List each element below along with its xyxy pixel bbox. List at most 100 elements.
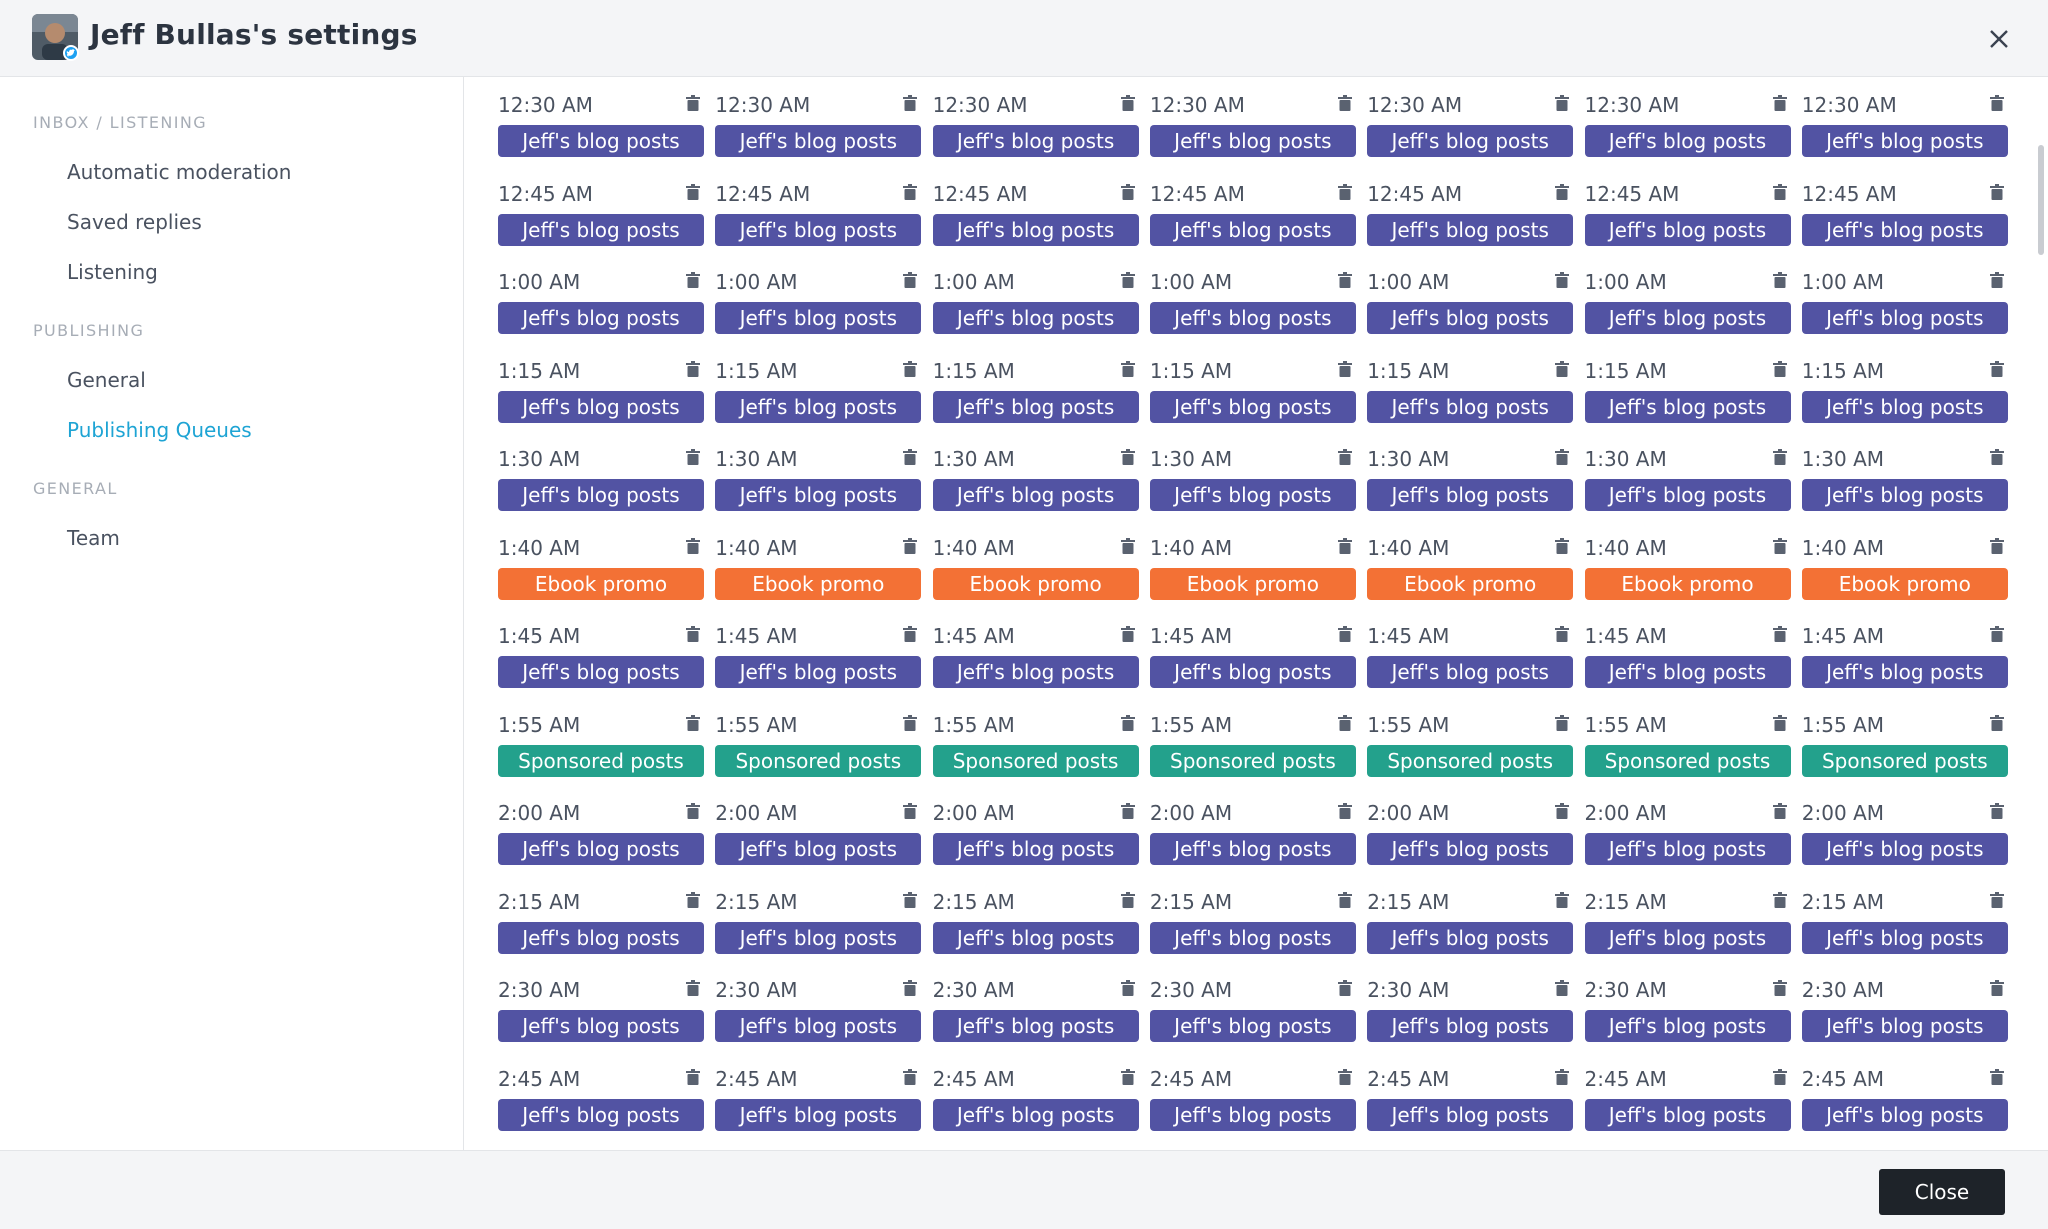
queue-pill[interactable]: Jeff's blog posts (1801, 213, 2008, 246)
trash-icon[interactable] (1555, 803, 1570, 819)
close-icon[interactable] (1983, 23, 2015, 55)
queue-pill[interactable]: Jeff's blog posts (498, 125, 704, 157)
trash-icon[interactable] (686, 891, 700, 908)
trash-icon[interactable] (1120, 95, 1135, 111)
queue-pill[interactable]: Ebook promo (932, 567, 1139, 600)
queue-pill[interactable]: Jeff's blog posts (1367, 479, 1574, 511)
trash-icon[interactable] (1120, 183, 1135, 200)
queue-pill[interactable]: Jeff's blog posts (1149, 302, 1356, 334)
trash-icon[interactable] (686, 449, 700, 465)
queue-pill[interactable]: Jeff's blog posts (1149, 390, 1356, 423)
trash-icon[interactable] (903, 360, 918, 377)
queue-pill[interactable]: Jeff's blog posts (932, 1010, 1139, 1042)
sidebar-item-general[interactable]: General (67, 368, 146, 392)
queue-pill[interactable]: Jeff's blog posts (715, 302, 922, 334)
queue-pill[interactable]: Jeff's blog posts (1149, 921, 1356, 954)
queue-pill[interactable]: Jeff's blog posts (932, 479, 1139, 511)
queue-pill[interactable]: Jeff's blog posts (715, 1010, 922, 1042)
trash-icon[interactable] (1337, 626, 1352, 642)
queue-pill[interactable]: Sponsored posts (1584, 744, 1791, 777)
queue-pill[interactable]: Jeff's blog posts (1367, 302, 1574, 334)
queue-pill[interactable]: Jeff's blog posts (1801, 921, 2008, 954)
trash-icon[interactable] (1120, 537, 1135, 554)
trash-icon[interactable] (903, 891, 918, 908)
trash-icon[interactable] (1555, 980, 1570, 996)
queue-pill[interactable]: Sponsored posts (1367, 744, 1574, 777)
queue-pill[interactable]: Ebook promo (1801, 567, 2008, 600)
trash-icon[interactable] (1772, 714, 1787, 731)
trash-icon[interactable] (903, 980, 918, 996)
trash-icon[interactable] (1989, 537, 2004, 554)
trash-icon[interactable] (1772, 360, 1787, 377)
queue-pill[interactable]: Jeff's blog posts (1584, 213, 1791, 246)
queue-pill[interactable]: Jeff's blog posts (1149, 213, 1356, 246)
queue-pill[interactable]: Jeff's blog posts (1367, 1098, 1574, 1131)
trash-icon[interactable] (1337, 1068, 1352, 1085)
trash-icon[interactable] (903, 626, 918, 642)
queue-pill[interactable]: Jeff's blog posts (715, 833, 922, 865)
queue-pill[interactable]: Jeff's blog posts (1584, 1098, 1791, 1131)
queue-pill[interactable]: Jeff's blog posts (1584, 921, 1791, 954)
trash-icon[interactable] (686, 360, 700, 377)
trash-icon[interactable] (1337, 449, 1352, 465)
queue-pill[interactable]: Ebook promo (715, 567, 922, 600)
queue-pill[interactable]: Jeff's blog posts (498, 1010, 704, 1042)
trash-icon[interactable] (1772, 626, 1787, 642)
trash-icon[interactable] (686, 272, 700, 288)
queue-pill[interactable]: Jeff's blog posts (932, 125, 1139, 157)
trash-icon[interactable] (1772, 803, 1787, 819)
trash-icon[interactable] (1772, 272, 1787, 288)
trash-icon[interactable] (1989, 1068, 2004, 1085)
queue-pill[interactable]: Jeff's blog posts (1801, 125, 2008, 157)
queue-pill[interactable]: Sponsored posts (1149, 744, 1356, 777)
trash-icon[interactable] (1989, 891, 2004, 908)
queue-pill[interactable]: Jeff's blog posts (715, 390, 922, 423)
trash-icon[interactable] (686, 803, 700, 819)
queue-pill[interactable]: Jeff's blog posts (498, 833, 704, 865)
trash-icon[interactable] (1989, 360, 2004, 377)
trash-icon[interactable] (1337, 891, 1352, 908)
trash-icon[interactable] (1772, 891, 1787, 908)
queue-pill[interactable]: Sponsored posts (1801, 744, 2008, 777)
trash-icon[interactable] (1555, 626, 1570, 642)
scrollbar[interactable] (2038, 145, 2044, 255)
queue-pill[interactable]: Jeff's blog posts (1584, 656, 1791, 688)
queue-pill[interactable]: Jeff's blog posts (1584, 833, 1791, 865)
trash-icon[interactable] (1555, 449, 1570, 465)
queue-pill[interactable]: Sponsored posts (932, 744, 1139, 777)
queue-pill[interactable]: Jeff's blog posts (1149, 125, 1356, 157)
queue-pill[interactable]: Jeff's blog posts (1801, 479, 2008, 511)
queue-pill[interactable]: Jeff's blog posts (1149, 1010, 1356, 1042)
trash-icon[interactable] (686, 1068, 700, 1085)
queue-pill[interactable]: Jeff's blog posts (715, 479, 922, 511)
queue-pill[interactable]: Jeff's blog posts (1584, 479, 1791, 511)
queue-pill[interactable]: Jeff's blog posts (932, 921, 1139, 954)
queue-pill[interactable]: Ebook promo (1584, 567, 1791, 600)
trash-icon[interactable] (1989, 803, 2004, 819)
queue-pill[interactable]: Jeff's blog posts (1801, 1098, 2008, 1131)
queue-pill[interactable]: Ebook promo (1149, 567, 1356, 600)
queue-pill[interactable]: Jeff's blog posts (498, 302, 704, 334)
trash-icon[interactable] (1989, 714, 2004, 731)
trash-icon[interactable] (1772, 183, 1787, 200)
trash-icon[interactable] (686, 537, 700, 554)
queue-pill[interactable]: Ebook promo (1367, 567, 1574, 600)
trash-icon[interactable] (1337, 714, 1352, 731)
queue-pill[interactable]: Jeff's blog posts (932, 213, 1139, 246)
trash-icon[interactable] (1772, 449, 1787, 465)
queue-pill[interactable]: Jeff's blog posts (932, 390, 1139, 423)
queue-pill[interactable]: Sponsored posts (715, 744, 922, 777)
close-button[interactable]: Close (1879, 1169, 2005, 1215)
trash-icon[interactable] (1337, 360, 1352, 377)
queue-pill[interactable]: Jeff's blog posts (715, 1098, 922, 1131)
trash-icon[interactable] (1337, 537, 1352, 554)
queue-pill[interactable]: Jeff's blog posts (1367, 390, 1574, 423)
queue-pill[interactable]: Jeff's blog posts (498, 213, 704, 246)
trash-icon[interactable] (903, 714, 918, 731)
queue-pill[interactable]: Jeff's blog posts (932, 302, 1139, 334)
queue-pill[interactable]: Jeff's blog posts (1801, 833, 2008, 865)
trash-icon[interactable] (686, 714, 700, 731)
trash-icon[interactable] (903, 449, 918, 465)
queue-pill[interactable]: Jeff's blog posts (498, 479, 704, 511)
trash-icon[interactable] (1120, 1068, 1135, 1085)
